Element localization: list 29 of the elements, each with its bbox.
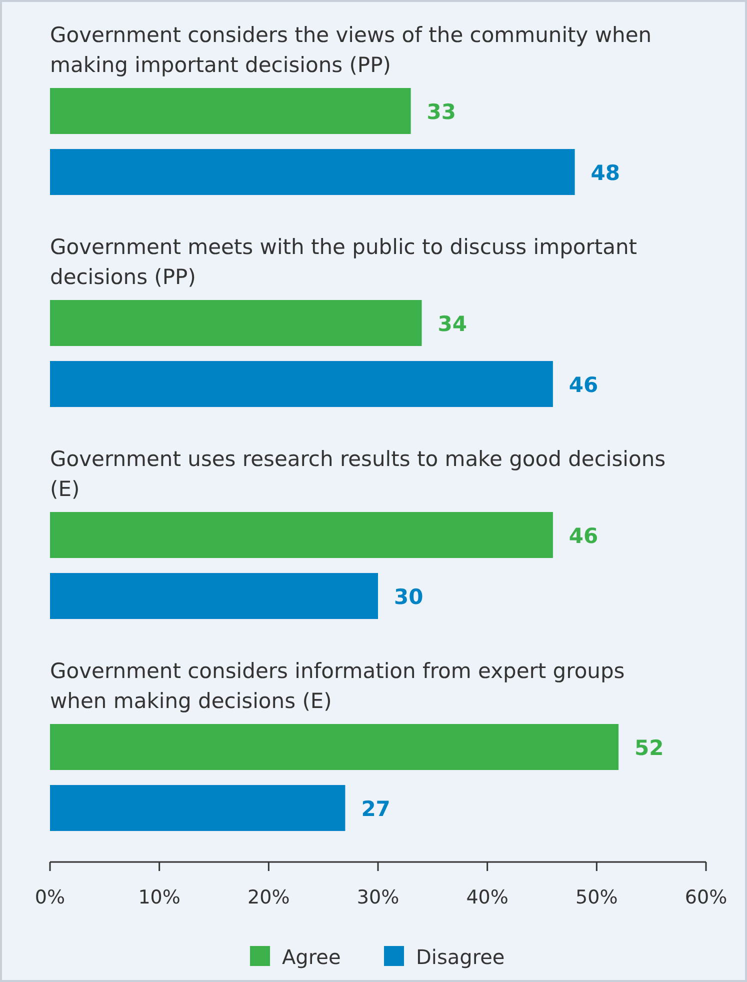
x-tick-label: 30% [356,886,400,908]
data-label: 34 [438,312,467,336]
data-label: 30 [394,585,424,609]
bar [50,149,575,195]
data-label: 52 [634,736,664,760]
legend-label: Agree [282,945,341,969]
x-tick-label: 40% [466,886,508,908]
legend-label: Disagree [416,945,505,969]
y-tick-label: Government considers the views of the community when making important decisions (PP) [50,23,652,77]
x-tick-label: 0% [34,886,66,908]
y-tick-label: Government meets with the public to discuss important decisions (PP) [50,235,638,289]
y-tick-label: Government uses research results to make good decisions (E) [50,447,666,501]
bar [50,361,553,407]
data-label: 46 [568,524,598,548]
x-tick-label: 50% [576,886,618,908]
bar [50,785,346,831]
x-tick-label: 10% [138,886,180,908]
data-label: 27 [361,797,390,821]
x-tick-label: 20% [248,886,290,908]
bar [50,573,378,619]
bar [50,724,619,770]
data-label: 33 [426,100,456,124]
bar [50,88,411,134]
y-tick-label: Government considers information from expert groups when making decisions (E) [50,659,625,713]
bar [50,512,553,558]
bar [50,300,422,346]
x-tick-label: 60% [684,886,728,908]
data-label: 48 [590,161,620,185]
data-label: 46 [568,373,598,397]
